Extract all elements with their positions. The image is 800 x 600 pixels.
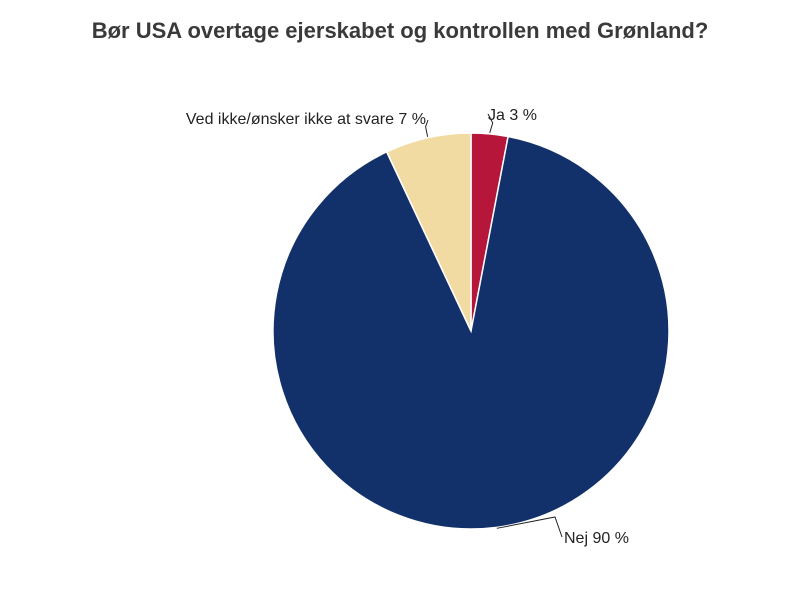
pie-slice-ved-ikke-ønsker-ikke-at-svare bbox=[385, 132, 472, 332]
label-ved-ikke: Ved ikke/ønsker ikke at svare 7 % bbox=[186, 111, 426, 128]
chart-title: Bør USA overtage ejerskabet og kontrolle… bbox=[91, 18, 709, 43]
label-nej: Nej 90 % bbox=[564, 530, 629, 547]
leader-lines bbox=[425, 113, 563, 538]
leader-line-ja bbox=[487, 113, 494, 134]
pie-slice-nej bbox=[272, 135, 670, 530]
leader-line-ved-ikke bbox=[425, 119, 429, 137]
label-ja: Ja 3 % bbox=[488, 107, 537, 124]
pie-slices bbox=[272, 132, 670, 530]
leader-line-nej bbox=[496, 516, 563, 538]
